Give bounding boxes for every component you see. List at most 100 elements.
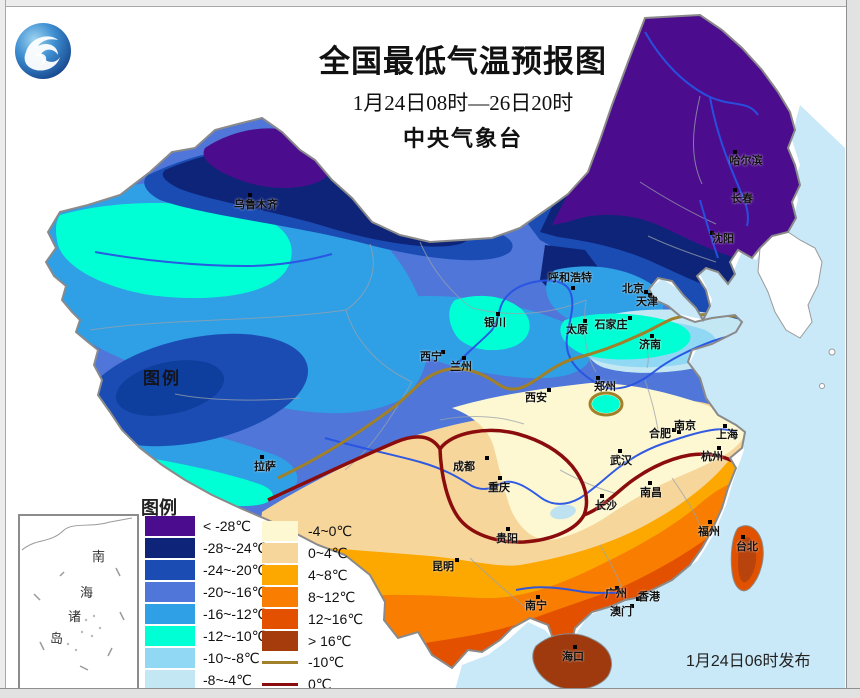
city-dot [648,293,652,297]
legend-color-swatch [145,670,195,690]
city-label: 沈阳 [712,233,734,245]
city-dot [733,188,737,192]
agency-name: 中央气象台 [402,126,523,151]
legend-label: 4~8℃ [308,567,348,583]
page-title: 全国最低气温预报图 [319,44,607,79]
city-label: 海口 [562,651,584,663]
city-label: 贵阳 [496,533,518,545]
legend-label: -10~-8℃ [203,650,260,666]
city-dot [498,476,502,480]
city-label: 北京 [622,283,644,295]
city-dot [248,193,252,197]
city-label: 太原 [566,324,588,336]
city-label: 成都 [453,461,475,473]
city-dot [636,597,640,601]
legend-color-swatch [145,560,195,580]
city-dot [571,286,575,290]
inset-label-char: 诸 [68,609,82,624]
island [828,348,836,356]
legend-color-swatch [262,631,298,651]
legend-color-swatch [262,609,298,629]
city-dot [741,535,745,539]
legend-color-swatch [262,587,298,607]
city-dot [583,319,587,323]
window-frame-bottom [0,688,860,698]
legend-color-swatch [262,543,298,563]
city-label: 上海 [716,429,738,441]
legend-label: -24~-20℃ [203,562,268,578]
city-label: 南宁 [525,600,547,612]
city-dot [677,430,681,434]
city-dot [628,316,632,320]
city-label: 澳门 [610,606,632,618]
inset-label-char: 海 [80,585,94,600]
city-dot [536,595,540,599]
south-china-sea-inset: 南 海 诸 岛 [18,514,139,696]
publish-time: 1月24日06时发布 [686,653,811,670]
inset-islands-sketch [21,517,133,671]
legend-line-sample [262,661,298,664]
legend-color-swatch [145,516,195,536]
city-dot [573,645,577,649]
city-label: 乌鲁木齐 [234,199,278,211]
legend-color-swatch [145,626,195,646]
city-label: 拉萨 [254,461,276,473]
legend-label: 8~12℃ [308,589,356,605]
city-label: 郑州 [594,381,616,393]
city-label: 天津 [636,296,658,308]
city-dot [462,356,466,360]
city-label: 西宁 [420,351,442,363]
city-dot [596,376,600,380]
city-label: 合肥 [649,428,671,440]
window-frame-right [846,0,860,698]
legend-label: -16~-12℃ [203,606,268,622]
city-dot [506,527,510,531]
hainan-island [532,633,612,690]
city-label: 重庆 [488,482,510,494]
city-label: 福州 [698,526,720,538]
city-label: 杭州 [701,451,723,463]
city-dot [630,604,634,608]
city-dot [615,586,619,590]
city-label: 兰州 [450,361,472,373]
legend-color-swatch [145,648,195,668]
legend-label: -8~-4℃ [203,672,252,688]
window-frame-top [0,0,860,7]
legend-label: 12~16℃ [308,611,364,627]
city-dot [723,424,727,428]
legend-label: -10℃ [308,654,344,670]
city-dot [710,231,714,235]
city-dot [648,481,652,485]
isoline-zero [267,428,743,544]
city-label: 呼和浩特 [548,272,592,284]
city-label: 银川 [484,317,506,329]
city-label: 台北 [736,541,758,553]
city-dot [455,558,459,562]
taiwan-island [730,525,764,592]
legend-label: -20~-16℃ [203,584,268,600]
city-label: 南昌 [640,487,662,499]
city-label: 广州 [605,588,627,600]
city-dot [644,290,648,294]
inset-label-char: 南 [92,549,106,564]
legend-label: 0~4℃ [308,545,348,561]
city-label: 南京 [674,420,696,432]
city-label: 香港 [638,591,660,603]
city-dot [485,456,489,460]
forecast-date-range: 1月24日08时—26日20时 [352,91,574,115]
legend-title: 图例 [141,498,177,518]
temperature-zones [46,15,800,668]
legend-label: < -28℃ [203,518,252,534]
legend-label: -12~-10℃ [203,628,268,644]
legend-color-swatch [145,538,195,558]
city-label: 长沙 [595,500,617,512]
legend-color-swatch [145,582,195,602]
city-label: 长春 [731,193,753,205]
city-label: 昆明 [432,561,454,573]
city-label: 武汉 [610,455,632,467]
city-dot [650,334,654,338]
legend-line-sample [262,683,298,686]
korea-landmass [757,231,823,339]
